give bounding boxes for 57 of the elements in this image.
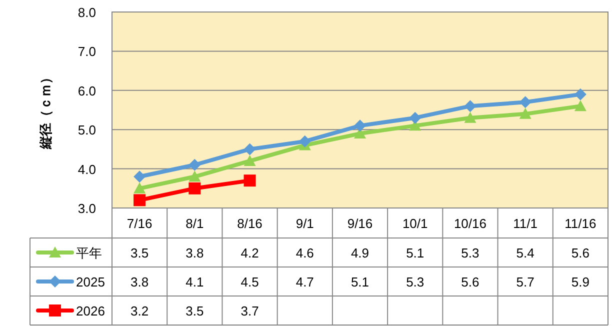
point [574,88,586,100]
data-label: 5.3 [406,274,424,290]
point [574,100,586,112]
data-label: 3.7 [240,304,259,318]
data-label: 5.9 [571,274,590,290]
x-tick-label: 10/1 [402,216,428,231]
data-label: 4.5 [240,274,259,290]
x-tick-label: 8/16 [237,216,262,231]
data-label: 5.7 [516,274,534,290]
legend-label: 2025 [76,274,105,290]
x-tick-label: 9/1 [296,216,314,231]
y-tick-label: 5.0 [78,122,96,138]
data-label: 5.4 [516,246,534,260]
point [519,108,532,119]
point [188,182,201,194]
point [188,170,201,182]
y-tick-label: 6.0 [78,83,96,98]
data-label: 4.9 [350,246,370,260]
x-tick-label: 11/16 [564,216,596,231]
y-axis-title: 縦径（ｃｍ） [38,71,53,150]
y-tick-label: 8.0 [78,5,96,20]
point [134,182,146,194]
point [298,135,311,148]
data-label: 3.2 [130,304,149,318]
y-tick-label: 7.0 [78,44,96,60]
data-label: 4.2 [240,246,259,260]
point [188,158,201,171]
x-tick-label: 7/16 [126,216,152,231]
point [244,174,256,187]
x-tick-label: 11/1 [513,216,538,231]
point [409,112,422,124]
data-label: 3.5 [186,304,204,318]
data-label: 5.6 [571,246,590,260]
legend-label: 2026 [76,304,105,318]
point [134,170,146,183]
x-tick-label: 8/1 [186,216,204,231]
point [134,194,146,206]
data-label: 5.1 [350,274,370,290]
x-tick-label: 10/16 [454,216,486,231]
data-label: 5.6 [461,274,480,290]
y-tick-label: 4.0 [78,162,96,177]
y-tick-label: 3.0 [78,201,96,216]
point [464,112,476,123]
legend-label: 平年 [76,246,102,260]
data-label: 3.5 [130,246,149,260]
data-label: 4.6 [296,246,314,260]
point [354,120,366,132]
x-tick-label: 9/16 [347,216,373,231]
data-label: 5.3 [461,246,480,260]
point [244,154,256,166]
point [244,143,256,156]
data-label: 4.1 [186,274,204,290]
data-label: 4.7 [296,274,314,290]
point [464,100,476,112]
data-label: 3.8 [130,274,149,290]
data-label: 5.1 [406,246,424,260]
data-label: 3.8 [186,246,204,260]
